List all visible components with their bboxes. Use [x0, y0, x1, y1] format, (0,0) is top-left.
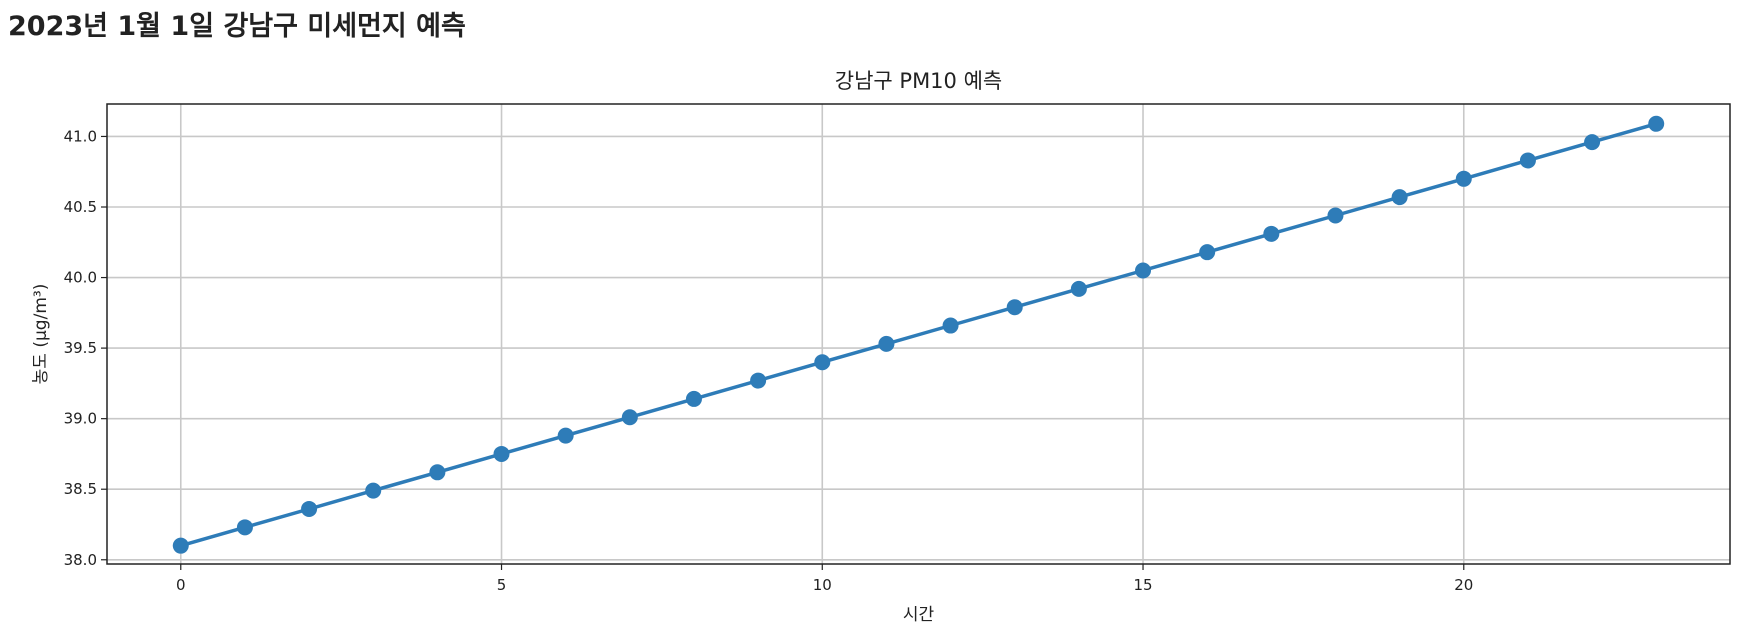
y-axis-label: 농도 (μg/m³) — [31, 284, 51, 385]
x-tick-label: 20 — [1454, 576, 1473, 594]
data-point — [1584, 134, 1601, 151]
x-axis-label: 시간 — [903, 605, 935, 625]
data-point — [429, 464, 446, 481]
data-point — [942, 317, 959, 334]
axis-ticks: 0 5 10 15 20 38.0 38.5 39.0 39.5 40.0 40.5 41.0 — [64, 127, 1474, 594]
grid-lines — [107, 104, 1730, 564]
data-point — [1519, 152, 1536, 169]
data-point — [1455, 170, 1472, 187]
data-point — [365, 482, 382, 499]
data-point — [621, 409, 638, 426]
x-tick-label: 10 — [813, 576, 832, 594]
data-point — [301, 500, 318, 517]
data-point — [493, 445, 510, 462]
x-tick-label: 15 — [1133, 576, 1152, 594]
data-point — [1006, 299, 1023, 316]
y-tick-label: 38.0 — [64, 551, 97, 569]
data-point — [1648, 115, 1665, 132]
data-point — [1135, 262, 1152, 279]
y-tick-label: 39.5 — [64, 339, 97, 357]
data-point — [685, 390, 702, 407]
data-point — [1070, 280, 1087, 297]
plot-frame — [106, 103, 1731, 565]
series-line — [180, 122, 1657, 548]
data-point — [814, 354, 831, 371]
data-point — [1327, 207, 1344, 224]
series-group — [172, 115, 1665, 554]
data-point — [750, 372, 767, 389]
y-tick-label: 40.5 — [64, 198, 97, 216]
y-tick-label: 40.0 — [64, 269, 97, 287]
data-point — [172, 537, 189, 554]
data-point — [557, 427, 574, 444]
data-point — [236, 519, 253, 536]
x-tick-label: 0 — [176, 576, 186, 594]
x-tick-label: 5 — [497, 576, 507, 594]
data-point — [878, 335, 895, 352]
page-title: 2023년 1월 1일 강남구 미세먼지 예측 — [8, 11, 466, 42]
y-tick-label: 39.0 — [64, 410, 97, 428]
chart-title: 강남구 PM10 예측 — [835, 69, 1002, 93]
y-tick-label: 38.5 — [64, 480, 97, 498]
data-point — [1391, 189, 1408, 206]
data-point — [1199, 244, 1216, 261]
y-tick-label: 41.0 — [64, 127, 97, 145]
data-point — [1263, 225, 1280, 242]
